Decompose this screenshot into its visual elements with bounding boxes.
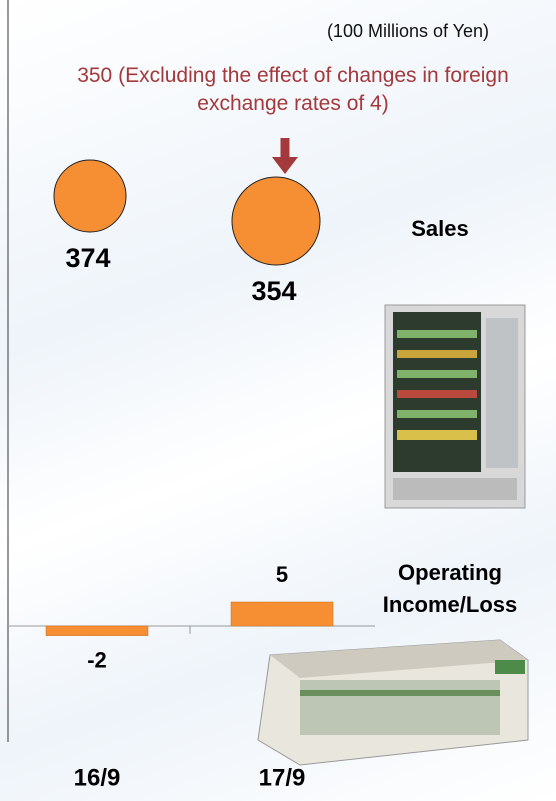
x-tick-label: 17/9 — [259, 764, 306, 791]
bar — [230, 601, 334, 627]
vending-machine-image — [384, 304, 526, 509]
chart-title: Operating Income/Loss — [383, 560, 517, 617]
x-tick-label: 16/9 — [74, 764, 121, 791]
chart-title: Sales — [411, 216, 469, 241]
value-label: 5 — [276, 562, 288, 587]
arrow-head — [272, 157, 298, 174]
store-image — [257, 639, 529, 766]
annotation: 350 (Excluding the effect of changes in … — [77, 64, 509, 115]
value-label: 354 — [251, 276, 296, 306]
value-label: -2 — [87, 647, 107, 672]
value-label: 374 — [65, 243, 110, 273]
bar — [45, 625, 149, 636]
sales-circle — [53, 159, 127, 233]
sales-circle — [231, 176, 321, 266]
unit-label: (100 Millions of Yen) — [327, 21, 489, 41]
